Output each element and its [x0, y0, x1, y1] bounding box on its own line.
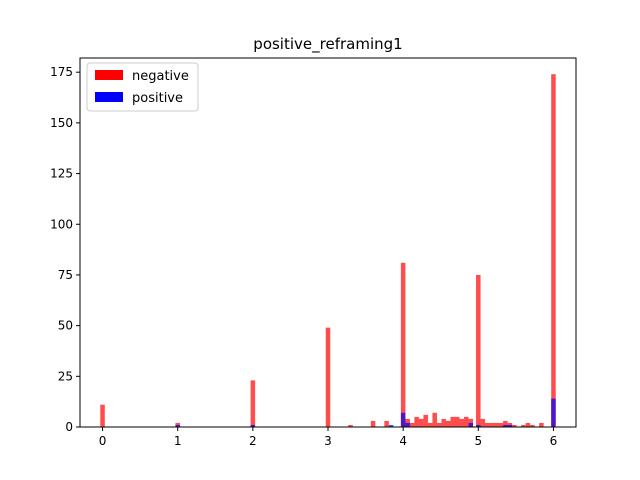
bar-group [100, 74, 556, 427]
bar-negative [464, 416, 469, 427]
bar-negative [414, 416, 419, 427]
bar-positive [405, 422, 410, 427]
legend-label-positive: positive [132, 91, 183, 106]
bar-negative [489, 422, 495, 427]
bar-negative [436, 422, 442, 427]
bar-positive [551, 398, 556, 427]
x-tick-label: 4 [399, 434, 407, 448]
bar-negative [384, 420, 389, 427]
bar-negative [445, 420, 451, 427]
bar-negative [409, 422, 415, 427]
x-tick-label: 1 [174, 434, 182, 448]
x-tick-label: 5 [474, 434, 482, 448]
y-tick-label: 75 [58, 268, 73, 282]
legend-swatch-negative [95, 70, 123, 80]
bar-positive [400, 412, 406, 427]
bar-negative [455, 416, 460, 427]
legend-swatch-positive [95, 92, 123, 102]
bar-negative [348, 424, 353, 427]
bar-negative [503, 420, 508, 427]
x-tick-label: 2 [249, 434, 257, 448]
bar-negative [476, 274, 481, 427]
bar-negative [423, 414, 428, 427]
bar-negative [432, 412, 437, 427]
bar-negative [498, 422, 504, 427]
bar-negative [525, 422, 531, 427]
x-tick-label: 0 [99, 434, 107, 448]
y-tick-label: 125 [50, 167, 73, 181]
bar-negative [512, 424, 517, 427]
bar-negative [400, 262, 406, 427]
bar-negative [459, 418, 465, 427]
bar-positive [507, 424, 513, 427]
x-tick-label: 3 [324, 434, 332, 448]
bar-positive [388, 424, 394, 427]
bar-negative [551, 74, 556, 427]
bar-negative [100, 404, 105, 427]
y-tick-label: 100 [50, 217, 73, 231]
legend-label-negative: negative [132, 69, 189, 84]
bar-negative [418, 418, 424, 427]
bar-positive [468, 422, 474, 427]
bar-negative [427, 422, 433, 427]
bar-positive [476, 424, 481, 427]
bar-negative [530, 424, 535, 427]
chart-title: positive_reframing1 [253, 35, 402, 54]
bar-negative [494, 422, 499, 427]
bar-negative [485, 422, 490, 427]
bar-negative [441, 418, 446, 427]
y-tick-label: 175 [50, 65, 73, 79]
bar-negative [325, 327, 331, 427]
bar-negative [480, 418, 486, 427]
bar-positive [503, 424, 508, 427]
bar-positive [175, 424, 180, 427]
x-axis-ticks: 0 1 2 3 4 5 6 [99, 427, 558, 448]
bar-positive [250, 424, 256, 427]
y-tick-label: 50 [58, 319, 73, 333]
bar-negative [370, 420, 376, 427]
bar-negative [450, 416, 456, 427]
bar-negative [539, 422, 544, 427]
bar-negative [521, 424, 526, 427]
y-tick-label: 25 [58, 369, 73, 383]
legend: negative positive [86, 62, 199, 112]
bar-negative [250, 380, 256, 427]
y-tick-label: 150 [50, 116, 73, 130]
plot-frame [79, 57, 577, 428]
x-tick-label: 6 [550, 434, 558, 448]
y-tick-label: 0 [65, 420, 73, 434]
y-axis-ticks: 0 25 50 75 100 125 150 175 [50, 65, 80, 434]
